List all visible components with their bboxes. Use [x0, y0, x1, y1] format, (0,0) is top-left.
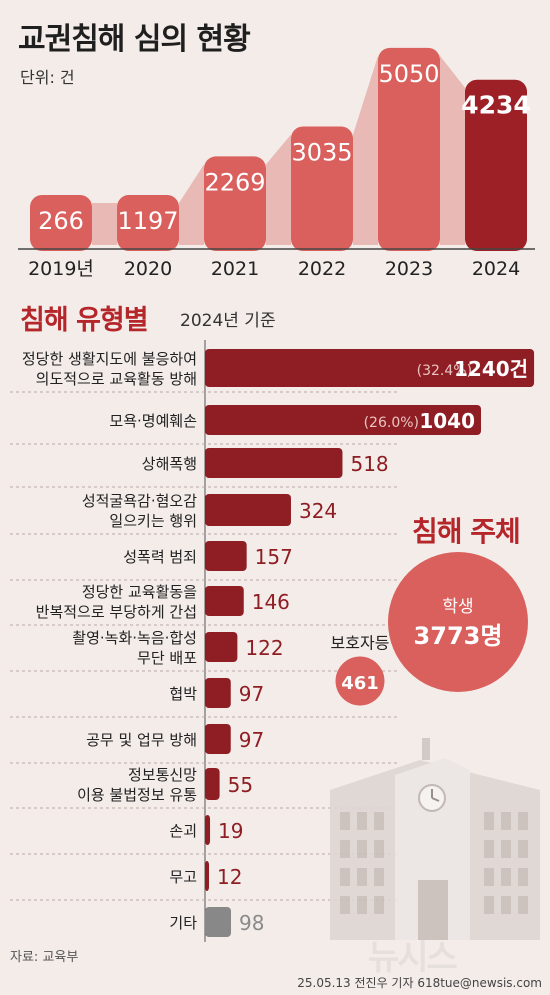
- type-value-label: 98: [239, 911, 264, 935]
- type-category-label: 정당한 교육활동을 반복적으로 부당하게 간섭: [36, 583, 197, 621]
- section-title-subject: 침해 주체: [412, 515, 521, 548]
- type-category-label: 정당한 생활지도에 불응하여 의도적으로 교육활동 방해: [22, 350, 197, 388]
- yearly-bar-chart: 266 2019년 1197 2020 2269 2021 3035 2022 5050 2023…: [18, 47, 535, 280]
- type-bar: [205, 405, 481, 435]
- type-bar: [205, 907, 232, 937]
- section-subtitle-type: 2024년 기준: [180, 311, 276, 331]
- type-share-label: (26.0%): [364, 415, 419, 431]
- type-value-label: 97: [239, 682, 264, 706]
- type-category-label: 협박: [169, 685, 197, 703]
- year-value-label: 3035: [291, 139, 352, 167]
- year-bar-2024: [465, 79, 527, 251]
- subject-label: 학생: [442, 597, 473, 617]
- type-bar: [205, 349, 535, 387]
- year-value-label: 4234: [461, 91, 531, 120]
- type-bar: [205, 815, 211, 845]
- type-category-label: 촬영·녹화·녹음·합성 무단 배포: [72, 629, 197, 667]
- type-category-label: 성폭력 범죄: [123, 548, 197, 566]
- year-bar-2021: [204, 156, 266, 251]
- page-title: 교권침해 심의 현황: [18, 22, 251, 57]
- type-bar: [205, 494, 291, 526]
- year-tick-label: 2020: [124, 258, 172, 280]
- type-category-label: 무고: [169, 868, 197, 886]
- type-bar: [205, 586, 244, 616]
- year-connector: [179, 164, 204, 245]
- type-bar: [205, 632, 238, 662]
- type-value-label: 97: [239, 728, 264, 752]
- type-value-label: 12: [217, 865, 242, 889]
- subject-bubble-guardian: [335, 656, 385, 706]
- year-connector: [440, 55, 465, 245]
- year-bar-2020: [117, 195, 179, 251]
- type-bar: [205, 678, 231, 708]
- type-bar: [205, 768, 220, 800]
- type-value-label: 324: [299, 499, 337, 523]
- year-bar-2022: [291, 126, 353, 251]
- subject-value-label: 461: [341, 673, 379, 694]
- source-label: 자료: 교육부: [10, 950, 79, 965]
- subject-label: 보호자등: [331, 634, 390, 653]
- year-tick-label: 2022: [298, 258, 346, 280]
- type-value-label: 122: [245, 636, 283, 660]
- type-category-label: 기타: [169, 914, 197, 932]
- year-tick-label: 2019년: [28, 258, 94, 280]
- type-bar: [205, 724, 231, 754]
- year-value-label: 266: [38, 207, 84, 235]
- type-share-label: (32.4%): [417, 363, 472, 379]
- type-value-label: 146: [252, 590, 290, 614]
- type-category-label: 성적굴욕감·혐오감 일으키는 행위: [82, 492, 197, 530]
- year-connector: [92, 203, 117, 245]
- type-value-label: 1040: [419, 409, 475, 433]
- type-bar: [205, 541, 247, 571]
- type-category-label: 공무 및 업무 방해: [86, 731, 197, 749]
- type-category-label: 상해폭행: [142, 455, 197, 473]
- year-value-label: 1197: [117, 207, 178, 235]
- type-bar: [205, 861, 209, 891]
- subject-value-label: 3773명: [414, 622, 503, 650]
- school-building-icon: [330, 738, 540, 940]
- year-tick-label: 2024: [472, 258, 520, 280]
- year-tick-label: 2021: [211, 258, 259, 280]
- unit-label: 단위: 건: [20, 68, 75, 87]
- section-title-type: 침해 유형별: [20, 305, 149, 336]
- year-tick-label: 2023: [385, 258, 433, 280]
- newsis-logo: 뉴시스: [368, 938, 458, 978]
- type-value-label: 55: [228, 773, 253, 797]
- type-category-label: 손괴: [169, 822, 197, 840]
- type-category-label: 모욕·명예훼손: [109, 412, 197, 430]
- type-value-label: 1240건: [454, 357, 528, 381]
- subject-bubble-student: [388, 552, 528, 692]
- year-bar-2019년: [30, 195, 92, 251]
- type-category-label: 정보통신망 이용 불법정보 유통: [77, 766, 197, 804]
- type-value-label: 19: [218, 819, 243, 843]
- credit-label: 25.05.13 전진우 기자 618tue@newsis.com: [297, 976, 542, 990]
- year-bar-2023: [378, 47, 440, 251]
- type-value-label: 518: [350, 452, 388, 476]
- year-value-label: 2269: [204, 168, 265, 196]
- year-value-label: 5050: [378, 60, 439, 88]
- type-value-label: 157: [255, 545, 293, 569]
- year-connector: [266, 134, 291, 245]
- type-bar: [205, 448, 343, 478]
- year-connector: [353, 55, 378, 245]
